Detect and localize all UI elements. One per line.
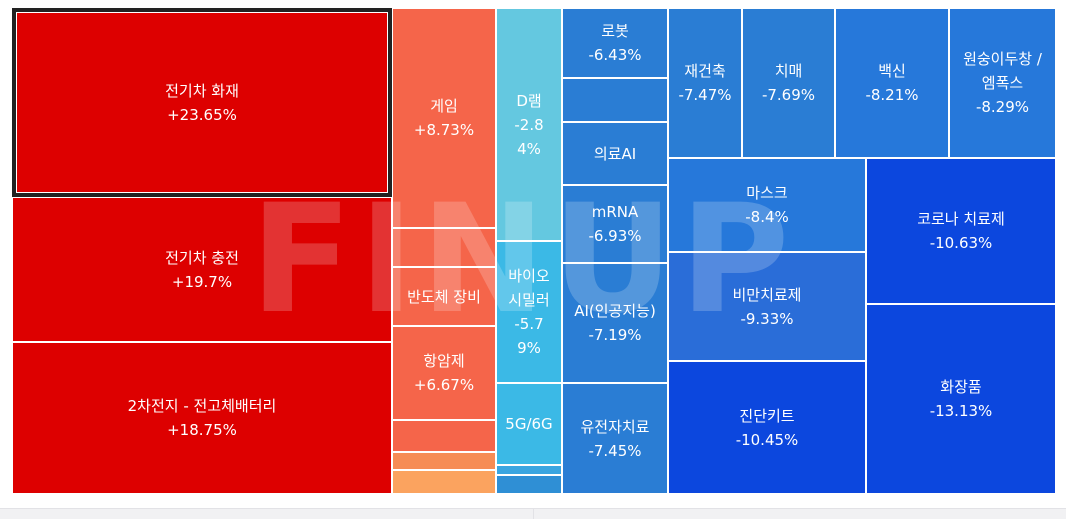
- tile-value: +6.67%: [413, 376, 475, 394]
- tile-label: 코로나 치료제: [917, 210, 1005, 228]
- tile-label: 전기차 충전: [165, 248, 239, 267]
- treemap-tile-small-d[interactable]: [392, 470, 496, 494]
- treemap-tile-medical-ai[interactable]: 의료AI: [562, 122, 668, 185]
- treemap-tile-mask[interactable]: 마스크 -8.4%: [668, 158, 866, 252]
- tile-label: mRNA: [591, 203, 639, 221]
- tile-value: -5.7 9%: [514, 315, 544, 357]
- tile-value: -9.33%: [740, 309, 794, 328]
- tile-label: 원숭이두창 / 엠폭스: [963, 50, 1042, 92]
- treemap-tile-vaccine[interactable]: 백신 -8.21%: [835, 8, 949, 158]
- treemap-tile-obesity[interactable]: 비만치료제 -9.33%: [668, 252, 866, 361]
- bottom-bar: [0, 508, 1066, 519]
- tile-label: AI(인공지능): [574, 302, 656, 320]
- treemap-tile-bio-similar[interactable]: 바이오 시밀러 -5.7 9%: [496, 241, 562, 383]
- tile-label: 화장품: [940, 378, 982, 396]
- tile-value: -10.45%: [735, 430, 799, 449]
- tile-value: -8.21%: [865, 86, 919, 104]
- tile-value: -7.47%: [678, 86, 732, 104]
- treemap-tile-diagnostic-kit[interactable]: 진단키트 -10.45%: [668, 361, 866, 494]
- treemap-tile-reconstruction[interactable]: 재건축 -7.47%: [668, 8, 742, 158]
- tile-label: 비만치료제: [732, 285, 802, 304]
- treemap-tile-anticancer[interactable]: 항암제 +6.67%: [392, 326, 496, 420]
- treemap-tile-semi-equip[interactable]: 반도체 장비: [392, 267, 496, 326]
- tile-label: D램: [516, 91, 542, 110]
- tile-value: +23.65%: [167, 105, 237, 124]
- tile-value: -8.29%: [975, 98, 1030, 116]
- treemap-tile-robot[interactable]: 로봇 -6.43%: [562, 8, 668, 78]
- treemap-tile-small-b[interactable]: [392, 420, 496, 452]
- tile-label: 재건축: [684, 62, 726, 80]
- treemap-tile-small-a[interactable]: [392, 228, 496, 267]
- tile-label: 항암제: [423, 352, 465, 370]
- treemap-tile-dementia[interactable]: 치매 -7.69%: [742, 8, 835, 158]
- tile-label: 2차전지 - 전고체배터리: [127, 397, 277, 415]
- treemap-tile-5g6g[interactable]: 5G/6G: [496, 383, 562, 465]
- tile-label: 유전자치료: [580, 417, 650, 436]
- tile-value: +8.73%: [413, 121, 475, 139]
- treemap-tile-covid-treatment[interactable]: 코로나 치료제 -10.63%: [866, 158, 1056, 304]
- bottom-bar-divider: [533, 509, 534, 519]
- tile-value: -7.45%: [588, 441, 642, 460]
- tile-value: +18.75%: [167, 421, 237, 439]
- tile-label: 진단키트: [739, 406, 795, 425]
- tile-label: 마스크: [746, 184, 788, 202]
- treemap-tile-small-e[interactable]: [496, 465, 562, 475]
- treemap-tile-small-f[interactable]: [496, 475, 562, 494]
- tile-value: -8.4%: [745, 208, 789, 226]
- treemap-tile-small-c[interactable]: [392, 452, 496, 470]
- tile-label: 5G/6G: [505, 415, 553, 433]
- tile-label: 반도체 장비: [407, 287, 481, 306]
- treemap-tile-ev-charge[interactable]: 전기차 충전 +19.7%: [12, 197, 392, 342]
- treemap-tile-mrna[interactable]: mRNA -6.93%: [562, 185, 668, 263]
- tile-value: -10.63%: [929, 234, 993, 252]
- tile-value: -2.8 4%: [514, 115, 544, 158]
- tile-label: 의료AI: [593, 144, 637, 163]
- treemap-tile-solid-battery[interactable]: 2차전지 - 전고체배터리 +18.75%: [12, 342, 392, 494]
- treemap-tile-ai[interactable]: AI(인공지능) -7.19%: [562, 263, 668, 383]
- tile-value: -7.69%: [761, 86, 816, 104]
- tile-label: 게임: [430, 97, 458, 115]
- treemap-tile-small-g[interactable]: [562, 78, 668, 122]
- tile-label: 전기차 화재: [165, 81, 239, 100]
- tile-value: -6.43%: [588, 46, 642, 64]
- tile-value: -6.93%: [588, 227, 642, 245]
- tile-value: +19.7%: [171, 272, 233, 291]
- treemap-tile-ev-fire[interactable]: 전기차 화재 +23.65%: [12, 8, 392, 197]
- tile-value: -7.19%: [588, 326, 642, 344]
- treemap-tile-game[interactable]: 게임 +8.73%: [392, 8, 496, 228]
- treemap-tile-dram[interactable]: D램 -2.8 4%: [496, 8, 562, 241]
- tile-label: 로봇: [601, 22, 629, 40]
- treemap-tile-gene-therapy[interactable]: 유전자치료 -7.45%: [562, 383, 668, 494]
- tile-value: -13.13%: [929, 402, 993, 420]
- treemap-tile-monkeypox[interactable]: 원숭이두창 / 엠폭스 -8.29%: [949, 8, 1056, 158]
- treemap-tile-cosmetics[interactable]: 화장품 -13.13%: [866, 304, 1056, 494]
- tile-label: 바이오 시밀러: [508, 267, 550, 309]
- tile-label: 백신: [878, 62, 906, 80]
- tile-label: 치매: [774, 62, 803, 80]
